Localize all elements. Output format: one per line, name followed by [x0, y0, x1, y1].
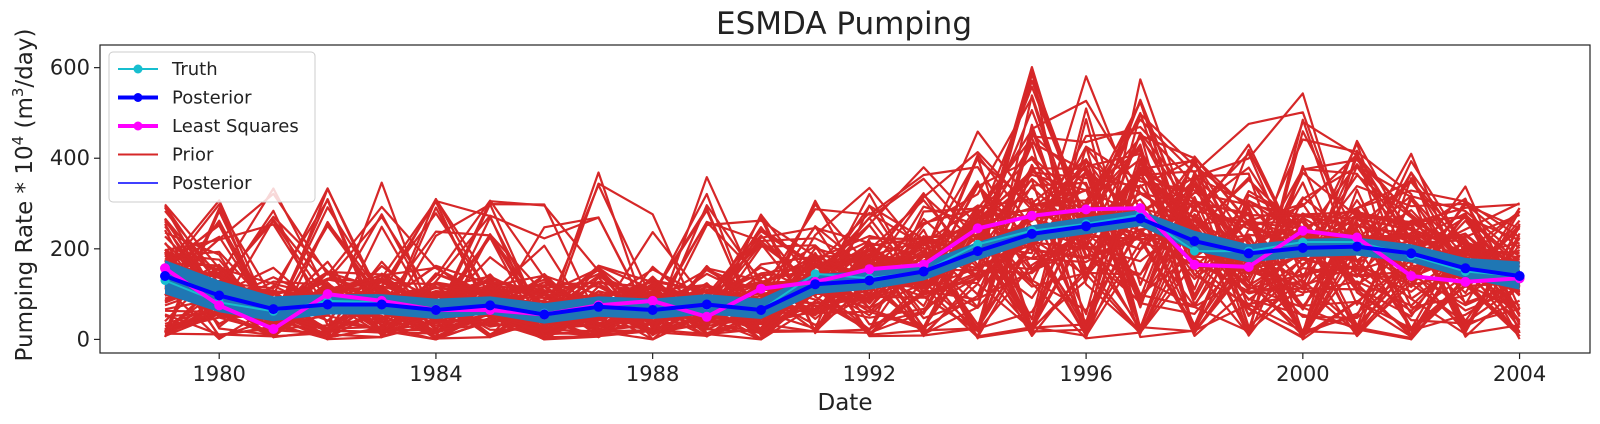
posterior-point — [1081, 221, 1092, 232]
posterior-band-area — [165, 210, 1520, 324]
posterior-point — [918, 266, 929, 277]
least-squares-point — [701, 311, 712, 322]
legend-swatch-marker — [133, 64, 143, 74]
plot-area — [160, 65, 1525, 341]
posterior-point — [214, 290, 225, 301]
chart-title: ESMDA Pumping — [716, 6, 972, 42]
legend-label: Least Squares — [172, 116, 299, 137]
posterior-point — [268, 304, 279, 315]
x-tick-label: 2000 — [1276, 362, 1329, 386]
legend-swatch-marker — [133, 121, 143, 131]
truth-point — [1190, 246, 1199, 256]
prior-realization-line — [164, 128, 1521, 341]
x-tick-label: 1996 — [1059, 362, 1112, 386]
legend-label: Truth — [171, 59, 218, 80]
least-squares-point — [1460, 276, 1471, 287]
least-squares-point — [647, 295, 658, 306]
y-axis-title-unit-open: (m — [12, 97, 38, 136]
least-squares-point — [1135, 203, 1146, 214]
x-axis-title: Date — [818, 390, 873, 416]
least-squares-point — [1026, 210, 1037, 221]
posterior-point — [322, 299, 333, 310]
posterior-point — [810, 279, 821, 290]
posterior-point — [1460, 263, 1471, 274]
least-squares-point — [756, 283, 766, 294]
posterior-point — [972, 246, 983, 257]
posterior-point — [376, 299, 387, 310]
least-squares-point — [322, 289, 333, 300]
x-axis-ticks: 1980 1984 1988 1992 1996 2000 2004 — [192, 353, 1546, 386]
legend-label: Posterior — [172, 88, 252, 109]
y-tick-label: 200 — [50, 237, 90, 261]
posterior-point — [1406, 248, 1417, 259]
posterior-series — [160, 213, 1525, 320]
prior-realization-line — [164, 158, 1521, 338]
posterior-point — [485, 300, 496, 311]
y-tick-label: 0 — [77, 327, 90, 351]
posterior-line — [164, 216, 1520, 317]
x-tick-label: 1980 — [192, 362, 245, 386]
posterior-point — [593, 301, 604, 312]
y-axis-title-unit-exponent: 3 — [9, 88, 27, 98]
y-axis-title-prefix: Pumping Rate * 10 — [12, 145, 38, 361]
posterior-point — [1135, 213, 1146, 224]
legend-swatch-marker — [133, 93, 143, 102]
legend-items: Truth Posterior Least Squares Prior Posterio… — [118, 59, 299, 194]
posterior-point — [647, 305, 658, 315]
legend: Truth Posterior Least Squares Prior Posterio… — [108, 51, 316, 203]
x-tick-label: 1988 — [626, 362, 679, 386]
least-squares-point — [864, 264, 875, 275]
legend-label: Prior — [172, 145, 214, 166]
main-series — [160, 203, 1525, 334]
posterior-point — [1026, 228, 1037, 239]
y-axis-title-unit-close: /day) — [12, 29, 38, 88]
least-squares-point — [268, 324, 279, 334]
least-squares-point — [214, 300, 225, 311]
legend-box — [108, 51, 316, 203]
y-axis-ticks: 0 200 400 600 — [50, 56, 100, 351]
least-squares-line — [163, 206, 1520, 331]
posterior-point — [1352, 241, 1362, 252]
x-tick-label: 1984 — [409, 362, 462, 386]
least-squares-point — [1297, 225, 1308, 236]
axes-frame — [99, 44, 1591, 354]
least-squares-point — [160, 263, 170, 274]
prior-realization-line — [164, 188, 1521, 339]
least-squares-point — [972, 223, 983, 234]
least-squares-point — [1243, 261, 1254, 272]
posterior-point — [864, 275, 875, 286]
y-axis-title: Pumping Rate * 104 (m3/day) — [9, 29, 38, 362]
legend-label: Posterior — [172, 173, 252, 194]
y-axis-title-exponent: 4 — [9, 136, 27, 146]
prior-realization-line — [164, 151, 1521, 341]
y-tick-label: 600 — [50, 56, 90, 80]
posterior-point — [756, 305, 766, 315]
posterior-point — [539, 309, 550, 320]
x-tick-label: 1992 — [843, 362, 896, 386]
least-squares-point — [1352, 232, 1362, 243]
least-squares-point — [1406, 271, 1417, 281]
posterior-point — [1297, 242, 1308, 253]
truth-point — [810, 269, 820, 279]
posterior-point — [430, 305, 441, 315]
truth-point — [973, 239, 983, 249]
posterior-point — [1243, 248, 1254, 259]
posterior-point — [160, 271, 170, 281]
posterior-point — [1514, 271, 1525, 281]
least-squares-point — [1081, 204, 1092, 215]
y-tick-label: 400 — [50, 146, 90, 170]
least-squares-point — [1189, 259, 1200, 270]
posterior-point — [1189, 236, 1200, 247]
prior-realization-line — [164, 120, 1521, 341]
x-tick-label: 2004 — [1493, 362, 1546, 386]
posterior-point — [701, 299, 712, 310]
